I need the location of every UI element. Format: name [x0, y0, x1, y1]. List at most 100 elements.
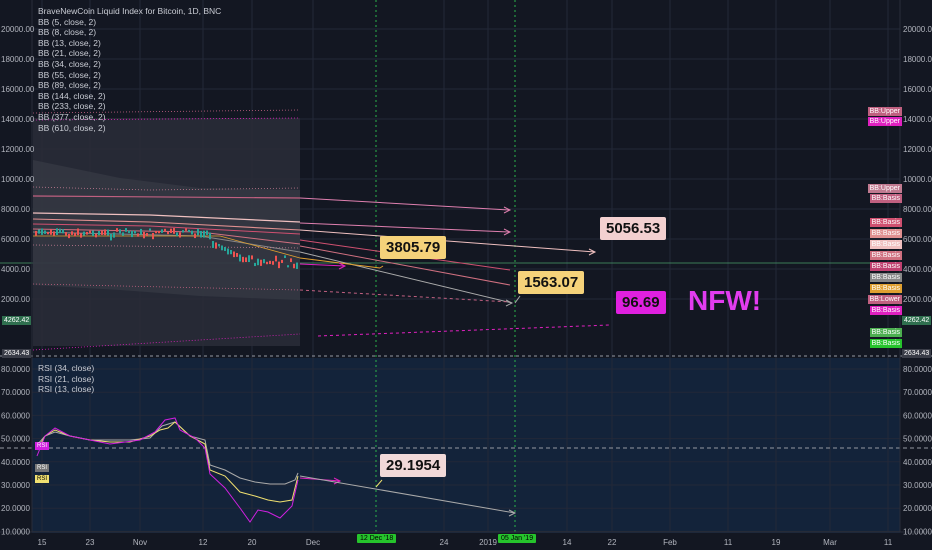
candle — [191, 230, 193, 235]
candle — [38, 229, 40, 234]
candle — [173, 228, 175, 234]
time-highlight-jan05[interactable]: 05 Jan '19 — [498, 534, 537, 543]
candle — [188, 229, 190, 232]
candle — [104, 229, 106, 236]
candle — [185, 228, 187, 231]
time-tick-label: 24 — [440, 538, 449, 547]
bb-legend-item[interactable]: BB (610, close, 2) — [38, 122, 106, 133]
candle — [224, 247, 226, 251]
callout-96[interactable]: 96.69 — [616, 291, 666, 314]
candle — [134, 230, 136, 234]
price-tick-label: 14000.00 — [903, 115, 932, 124]
symbol-title[interactable]: BraveNewCoin Liquid Index for Bitcoin, 1… — [38, 6, 222, 16]
price-axis-ticks[interactable]: 20000.00 20000.00 18000.00 18000.00 16000.00… — [1, 25, 932, 304]
candle — [263, 259, 265, 264]
bb-badge: BB:Basis — [869, 273, 902, 282]
callout-29[interactable]: 29.1954 — [380, 454, 447, 477]
candle — [251, 255, 253, 260]
candle — [236, 253, 238, 257]
candle — [287, 265, 289, 268]
candle — [176, 232, 178, 237]
candle — [269, 260, 271, 265]
candle — [203, 230, 205, 238]
bb-badge: BB:Basis — [869, 240, 902, 249]
rsi-tick-label: 20.0000 — [903, 504, 932, 513]
candle — [143, 231, 145, 239]
time-tick-label: 23 — [86, 538, 95, 547]
price-tick-label: 20000.00 — [903, 25, 932, 34]
candle — [41, 228, 43, 235]
bb-badge: BB:Basis — [869, 262, 902, 271]
bb-legend-item[interactable]: BB (34, close, 2) — [38, 58, 101, 69]
rsi-tick-label: 30.0000 — [903, 481, 932, 490]
bb-badge: BB:Basis — [869, 328, 902, 337]
right-current-price-tag: 4262.42 — [902, 316, 932, 325]
rsi-lines — [36, 417, 517, 523]
candle — [281, 259, 283, 263]
bb-badge: BB:Basis — [869, 229, 902, 238]
bb-legend-item[interactable]: BB (144, close, 2) — [38, 90, 106, 101]
bb-legend-item[interactable]: BB (13, close, 2) — [38, 37, 101, 48]
candle — [230, 250, 232, 255]
price-tick-label: 8000.00 — [903, 205, 932, 214]
price-legend: BraveNewCoin Liquid Index for Bitcoin, 1… — [38, 6, 221, 133]
time-tick-label: 12 — [199, 538, 208, 547]
left-low-price-tag: 2634.43 — [2, 349, 32, 358]
candle — [284, 255, 286, 259]
price-tick-label: 12000.00 — [903, 145, 932, 154]
bb-badge: BB:Basis — [869, 306, 902, 315]
bb-legend-item[interactable]: BB (5, close, 2) — [38, 16, 97, 27]
time-highlight-dec12[interactable]: 12 Dec '18 — [357, 534, 397, 543]
bb-legend-item[interactable]: BB (89, close, 2) — [38, 80, 101, 91]
bb-badge: BB:Upper — [867, 184, 902, 193]
price-tick-label: 16000.00 — [903, 85, 932, 94]
price-tick-label: 6000.00 — [1, 235, 30, 244]
rsi-legend-item[interactable]: RSI (21, close) — [38, 373, 95, 384]
rsi-tag-34: RSI — [35, 464, 50, 472]
bb-badge: BB:Basis — [869, 218, 902, 227]
candle — [125, 228, 127, 232]
callout-1563[interactable]: 1563.07 — [518, 271, 585, 294]
callout-5056[interactable]: 5056.53 — [600, 217, 667, 240]
rsi-axis-ticks[interactable]: 80.0000 80.0000 70.0000 70.0000 60.0000 60.00… — [1, 365, 932, 536]
callout-3805[interactable]: 3805.79 — [380, 236, 447, 259]
bb-legend-item[interactable]: BB (233, close, 2) — [38, 101, 106, 112]
bb-legend-item[interactable]: BB (55, close, 2) — [38, 69, 101, 80]
time-tick-label: 20 — [248, 538, 257, 547]
time-tick-label: 22 — [608, 538, 617, 547]
candle — [272, 261, 274, 265]
time-tick-label: Mar — [823, 538, 837, 547]
candle — [131, 230, 133, 238]
nfw-annotation[interactable]: NFW! — [688, 285, 762, 316]
bb-badge: BB:Basis — [869, 284, 902, 293]
price-tick-label: 16000.00 — [1, 85, 35, 94]
candle — [56, 228, 58, 235]
candle — [53, 231, 55, 236]
rsi-legend-item[interactable]: RSI (34, close) — [38, 363, 95, 373]
bb-legend-item[interactable]: BB (8, close, 2) — [38, 27, 97, 38]
bb-legend-item[interactable]: BB (21, close, 2) — [38, 48, 101, 59]
candle — [206, 230, 208, 235]
candle — [218, 244, 220, 247]
right-low-price-tag: 2634.43 — [902, 349, 932, 358]
rsi-tick-label: 60.0000 — [903, 411, 932, 420]
candle — [293, 263, 295, 269]
bb-legend-item[interactable]: BB (377, close, 2) — [38, 111, 106, 122]
candle — [254, 262, 256, 267]
rsi-tick-label: 10.0000 — [1, 527, 30, 536]
time-axis-ticks[interactable]: 15 23 Nov 12 20 Dec 24 2019 14 22 Feb 11 19 Mar 11 — [38, 538, 893, 547]
candle — [290, 258, 292, 263]
candle — [209, 232, 211, 240]
rsi-tick-label: 40.0000 — [1, 458, 30, 467]
rsi-legend-item[interactable]: RSI (13, close) — [38, 384, 95, 395]
candle — [110, 233, 112, 241]
rsi-tag-21: RSI — [35, 475, 50, 483]
candle — [227, 248, 229, 255]
rsi-tick-label: 10.0000 — [903, 527, 932, 536]
candle — [44, 230, 46, 234]
candle — [200, 230, 202, 238]
candle — [35, 230, 37, 236]
candle — [152, 232, 154, 240]
candle — [47, 231, 49, 235]
